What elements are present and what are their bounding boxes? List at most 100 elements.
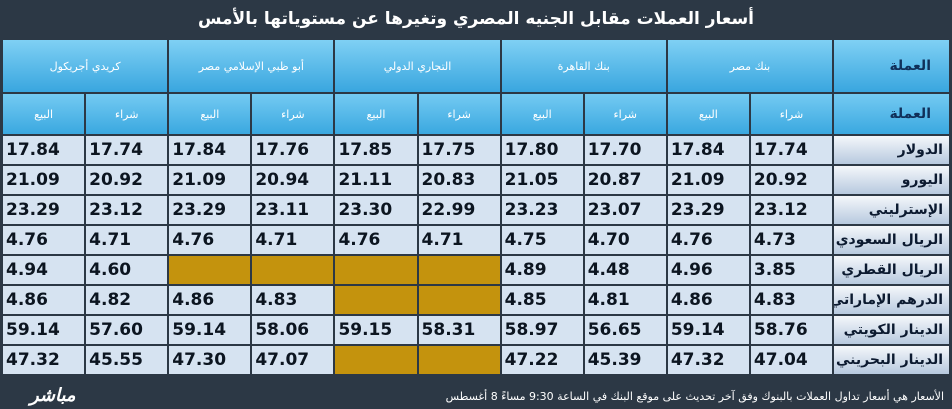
currency-header: العملة bbox=[834, 94, 949, 134]
buy-price: 20.83 bbox=[418, 166, 500, 194]
footer: الأسعار هي أسعار تداول العملات بالبنوك و… bbox=[0, 385, 952, 409]
sell-price: 4.85 bbox=[501, 286, 583, 314]
data-row: الدينار البحريني 47.04 47.32 45.39 47.22 47.0… bbox=[3, 346, 949, 374]
currency-name: الريال القطري bbox=[834, 256, 949, 284]
data-row: الدينار الكويتي 58.76 59.14 56.65 58.97 58.31… bbox=[3, 316, 949, 344]
sell-price: 59.15 bbox=[335, 316, 417, 344]
sell-price: 4.76 bbox=[667, 226, 749, 254]
empty-cell bbox=[252, 256, 334, 284]
sell-price: 47.22 bbox=[501, 346, 583, 374]
logo: مباشر bbox=[30, 385, 76, 406]
buy-price: 45.39 bbox=[584, 346, 666, 374]
sell-price: 23.29 bbox=[667, 196, 749, 224]
buy-header: شراء bbox=[252, 94, 334, 134]
sell-price: 4.86 bbox=[3, 286, 85, 314]
sell-price: 47.32 bbox=[667, 346, 749, 374]
buy-price: 22.99 bbox=[418, 196, 500, 224]
bank-header: كريدي أجريكول bbox=[3, 40, 168, 92]
buy-price: 23.12 bbox=[86, 196, 168, 224]
currency-name: الدرهم الإماراتي bbox=[834, 286, 949, 314]
sell-price: 21.05 bbox=[501, 166, 583, 194]
sell-price: 4.75 bbox=[501, 226, 583, 254]
buy-price: 4.70 bbox=[584, 226, 666, 254]
sell-price: 59.14 bbox=[169, 316, 251, 344]
buy-price: 20.94 bbox=[252, 166, 334, 194]
sell-price: 17.84 bbox=[169, 136, 251, 164]
empty-cell bbox=[335, 286, 417, 314]
empty-cell bbox=[335, 256, 417, 284]
buy-price: 17.75 bbox=[418, 136, 500, 164]
buy-price: 58.31 bbox=[418, 316, 500, 344]
sell-price: 4.76 bbox=[335, 226, 417, 254]
sell-price: 59.14 bbox=[667, 316, 749, 344]
buy-price: 20.92 bbox=[86, 166, 168, 194]
data-row: الإسترليني 23.12 23.29 23.07 23.23 22.99 23.30… bbox=[3, 196, 949, 224]
buy-price: 17.74 bbox=[750, 136, 832, 164]
sell-price: 59.14 bbox=[3, 316, 85, 344]
bank-header: بنك القاهرة bbox=[501, 40, 666, 92]
buy-price: 17.76 bbox=[252, 136, 334, 164]
sell-price: 21.09 bbox=[667, 166, 749, 194]
buy-price: 47.04 bbox=[750, 346, 832, 374]
buy-price: 23.11 bbox=[252, 196, 334, 224]
sell-header: البيع bbox=[667, 94, 749, 134]
sell-price: 4.76 bbox=[3, 226, 85, 254]
bank-header: أبو ظبي الإسلامي مصر bbox=[169, 40, 334, 92]
buy-price: 47.07 bbox=[252, 346, 334, 374]
buy-price: 56.65 bbox=[584, 316, 666, 344]
buy-price: 4.82 bbox=[86, 286, 168, 314]
buy-price: 4.73 bbox=[750, 226, 832, 254]
sell-price: 23.23 bbox=[501, 196, 583, 224]
buy-price: 58.76 bbox=[750, 316, 832, 344]
currency-name: الدينار الكويتي bbox=[834, 316, 949, 344]
empty-cell bbox=[335, 346, 417, 374]
empty-cell bbox=[169, 256, 251, 284]
buy-price: 4.60 bbox=[86, 256, 168, 284]
buy-price: 57.60 bbox=[86, 316, 168, 344]
sell-price: 17.80 bbox=[501, 136, 583, 164]
sell-price: 23.29 bbox=[169, 196, 251, 224]
sell-price: 4.94 bbox=[3, 256, 85, 284]
buy-price: 4.71 bbox=[252, 226, 334, 254]
sell-price: 23.29 bbox=[3, 196, 85, 224]
data-row: اليورو 20.92 21.09 20.87 21.05 20.83 21.11 20.9… bbox=[3, 166, 949, 194]
footer-note: الأسعار هي أسعار تداول العملات بالبنوك و… bbox=[445, 390, 944, 403]
buy-header: شراء bbox=[86, 94, 168, 134]
sell-price: 47.30 bbox=[169, 346, 251, 374]
sell-price: 4.86 bbox=[169, 286, 251, 314]
buy-price: 20.87 bbox=[584, 166, 666, 194]
buy-price: 17.74 bbox=[86, 136, 168, 164]
buy-price: 4.83 bbox=[750, 286, 832, 314]
sell-price: 21.09 bbox=[169, 166, 251, 194]
sell-price: 4.86 bbox=[667, 286, 749, 314]
data-row: الريال القطري 3.85 4.96 4.48 4.89 4.60 4.94 bbox=[3, 256, 949, 284]
empty-cell bbox=[418, 286, 500, 314]
buy-price: 3.85 bbox=[750, 256, 832, 284]
empty-cell bbox=[418, 256, 500, 284]
currency-header: العملة bbox=[834, 40, 949, 92]
buy-price: 20.92 bbox=[750, 166, 832, 194]
sell-price: 4.89 bbox=[501, 256, 583, 284]
currency-name: الإسترليني bbox=[834, 196, 949, 224]
sell-price: 17.84 bbox=[3, 136, 85, 164]
currency-name: الريال السعودي bbox=[834, 226, 949, 254]
sell-header: البيع bbox=[335, 94, 417, 134]
buy-price: 45.55 bbox=[86, 346, 168, 374]
data-row: الدولار 17.74 17.84 17.70 17.80 17.75 17.85 17.… bbox=[3, 136, 949, 164]
data-row: الدرهم الإماراتي 4.83 4.86 4.81 4.85 4.83 4.86… bbox=[3, 286, 949, 314]
buy-price: 4.48 bbox=[584, 256, 666, 284]
sell-price: 4.76 bbox=[169, 226, 251, 254]
subheader-row: العملة شراء البيع شراء البيع شراء البيع شراء الب… bbox=[3, 94, 949, 134]
buy-header: شراء bbox=[584, 94, 666, 134]
header-row: العملة بنك مصر بنك القاهرة التجاري الدولي أب… bbox=[3, 40, 949, 92]
sell-price: 47.32 bbox=[3, 346, 85, 374]
sell-price: 23.30 bbox=[335, 196, 417, 224]
sell-price: 21.09 bbox=[3, 166, 85, 194]
sell-header: البيع bbox=[169, 94, 251, 134]
sell-price: 17.85 bbox=[335, 136, 417, 164]
buy-header: شراء bbox=[418, 94, 500, 134]
sell-price: 21.11 bbox=[335, 166, 417, 194]
sell-price: 4.96 bbox=[667, 256, 749, 284]
buy-price: 23.07 bbox=[584, 196, 666, 224]
buy-price: 4.81 bbox=[584, 286, 666, 314]
